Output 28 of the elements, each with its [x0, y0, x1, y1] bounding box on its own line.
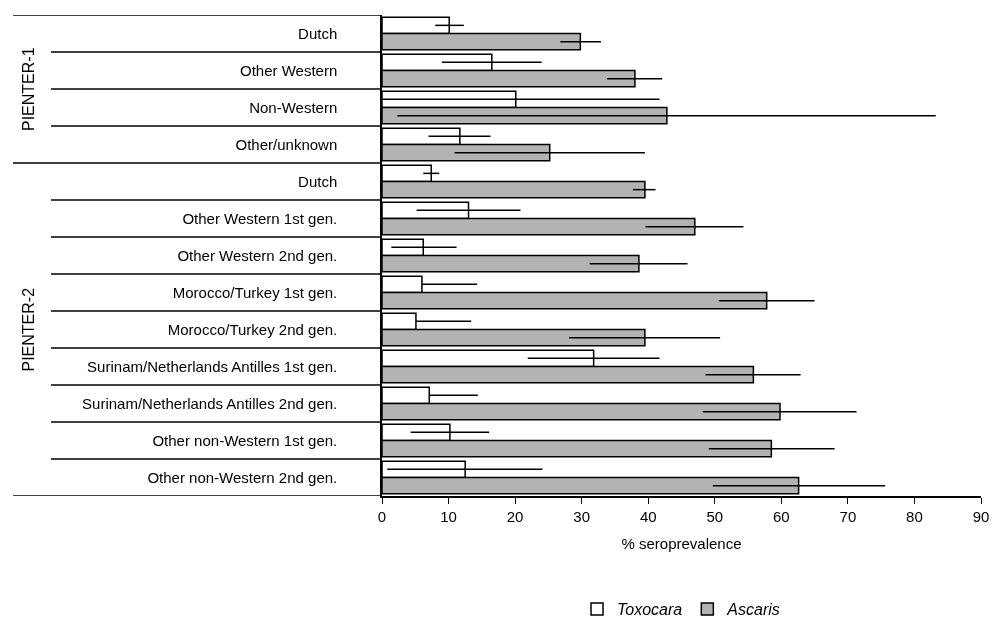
y-tick-label: Surinam/Netherlands Antilles 2nd gen.: [82, 394, 338, 412]
y-tick-label: Other Western 2nd gen.: [177, 246, 338, 264]
y-tick-label: Other/unknown: [235, 135, 338, 153]
legend-label: Ascaris: [726, 601, 780, 619]
x-tick-label: 80: [906, 507, 923, 525]
y-tick-label: Other Western: [239, 61, 338, 79]
x-tick-label: 20: [506, 507, 524, 525]
y-tick-label: Morocco/Turkey 1st gen.: [172, 283, 338, 301]
x-tick-label: 10: [440, 507, 457, 525]
text: PIENTER-1: [20, 47, 37, 131]
x-tick-label: 40: [639, 507, 657, 525]
y-tick-label: Other non-Western 1st gen.: [152, 431, 338, 449]
x-tick-label: 70: [839, 507, 857, 525]
y-tick-label: Non-Western: [249, 98, 338, 116]
y-tick-label: Surinam/Netherlands Antilles 1st gen.: [87, 357, 338, 375]
x-tick-label: 90: [972, 507, 990, 525]
y-tick-label: Dutch: [298, 24, 338, 42]
y-tick-label: Dutch: [298, 172, 338, 190]
x-tick-label: 30: [573, 507, 591, 525]
text: PIENTER-2: [19, 287, 37, 372]
x-tick-label: 50: [706, 507, 724, 525]
x-tick-label: 0: [377, 507, 387, 525]
y-tick-label: Other non-Western 2nd gen.: [147, 468, 338, 486]
x-tick-label: 60: [772, 507, 790, 525]
y-tick-label: Morocco/Turkey 2nd gen.: [167, 320, 338, 338]
y-tick-label: Other Western 1st gen.: [182, 209, 338, 227]
legend-label: Toxocara: [617, 601, 683, 619]
x-axis-title: % seroprevalence: [621, 535, 742, 553]
